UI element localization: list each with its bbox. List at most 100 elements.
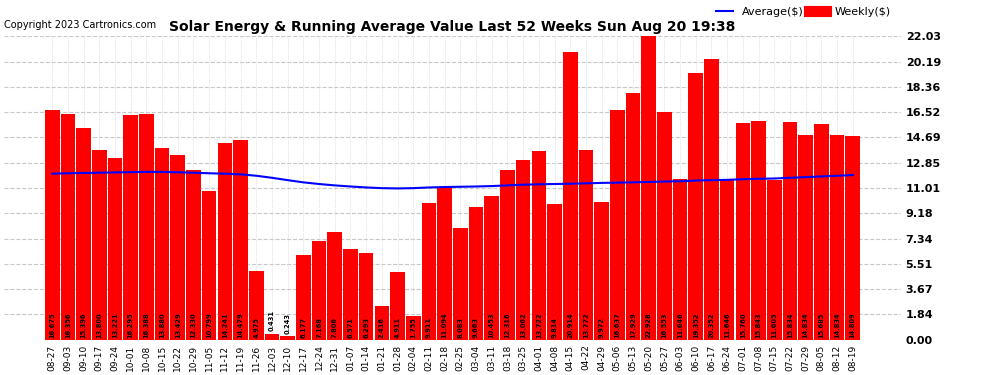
Bar xyxy=(736,123,750,340)
Bar xyxy=(154,148,169,340)
Bar xyxy=(688,73,703,340)
Text: 13.221: 13.221 xyxy=(112,312,118,338)
Text: 2.416: 2.416 xyxy=(379,316,385,338)
Text: 17.929: 17.929 xyxy=(630,312,636,338)
Text: 6.293: 6.293 xyxy=(363,316,369,338)
Text: 13.429: 13.429 xyxy=(175,312,181,338)
Bar xyxy=(642,24,656,340)
Text: 4.975: 4.975 xyxy=(253,317,259,338)
Text: 15.760: 15.760 xyxy=(740,312,745,338)
Text: 15.685: 15.685 xyxy=(819,312,825,338)
Bar xyxy=(500,170,515,340)
Text: 14.241: 14.241 xyxy=(222,312,228,338)
Bar xyxy=(186,170,201,340)
Text: 20.914: 20.914 xyxy=(567,312,573,338)
Bar xyxy=(594,202,609,340)
Text: 0.431: 0.431 xyxy=(269,310,275,331)
Text: 10.799: 10.799 xyxy=(206,312,212,338)
Bar xyxy=(312,241,327,340)
Legend: Average($), Weekly($): Average($), Weekly($) xyxy=(712,2,895,21)
Bar xyxy=(453,228,467,340)
Bar xyxy=(830,135,844,340)
Bar xyxy=(170,154,185,340)
Text: 11.605: 11.605 xyxy=(771,312,777,338)
Text: 15.396: 15.396 xyxy=(80,312,86,338)
Bar xyxy=(92,150,107,340)
Text: 16.637: 16.637 xyxy=(615,312,621,338)
Text: 19.352: 19.352 xyxy=(693,312,699,338)
Bar xyxy=(374,306,389,340)
Bar xyxy=(783,122,797,340)
Text: 16.295: 16.295 xyxy=(128,312,134,338)
Text: 9.663: 9.663 xyxy=(473,316,479,338)
Bar xyxy=(45,110,59,340)
Bar xyxy=(484,196,499,340)
Text: 6.177: 6.177 xyxy=(300,316,306,338)
Bar xyxy=(610,111,625,340)
Text: 14.479: 14.479 xyxy=(238,312,244,338)
Text: 11.646: 11.646 xyxy=(677,312,683,338)
Text: 16.553: 16.553 xyxy=(661,312,667,338)
Bar xyxy=(798,135,813,340)
Bar xyxy=(704,59,719,340)
Bar xyxy=(248,271,263,340)
Bar xyxy=(328,232,343,340)
Title: Solar Energy & Running Average Value Last 52 Weeks Sun Aug 20 19:38: Solar Energy & Running Average Value Las… xyxy=(169,20,736,34)
Text: 11.094: 11.094 xyxy=(442,312,447,338)
Bar xyxy=(720,179,735,340)
Bar xyxy=(358,253,373,340)
Bar xyxy=(547,204,561,340)
Text: 6.571: 6.571 xyxy=(347,317,353,338)
Bar xyxy=(218,144,233,340)
Text: 7.168: 7.168 xyxy=(316,316,322,338)
Bar xyxy=(532,151,546,340)
Text: 9.972: 9.972 xyxy=(599,316,605,338)
Bar xyxy=(234,140,248,340)
Text: 7.806: 7.806 xyxy=(332,316,338,338)
Text: 8.083: 8.083 xyxy=(457,316,463,338)
Text: 9.911: 9.911 xyxy=(426,316,432,338)
Bar xyxy=(814,124,829,340)
Text: 14.834: 14.834 xyxy=(803,312,809,338)
Bar xyxy=(344,249,357,340)
Text: 13.722: 13.722 xyxy=(536,312,542,338)
Bar xyxy=(578,150,593,340)
Bar xyxy=(468,207,483,340)
Bar xyxy=(108,158,123,340)
Text: Copyright 2023 Cartronics.com: Copyright 2023 Cartronics.com xyxy=(4,20,156,30)
Bar xyxy=(202,191,217,340)
Bar xyxy=(563,51,577,340)
Text: 12.316: 12.316 xyxy=(505,312,511,338)
Bar xyxy=(280,336,295,340)
Text: 16.675: 16.675 xyxy=(50,312,55,338)
Text: 14.834: 14.834 xyxy=(834,312,841,338)
Text: 20.352: 20.352 xyxy=(709,312,715,338)
Bar xyxy=(140,114,153,340)
Bar xyxy=(657,112,671,340)
Text: 15.843: 15.843 xyxy=(755,312,761,338)
Text: 15.834: 15.834 xyxy=(787,312,793,338)
Text: 13.800: 13.800 xyxy=(96,312,102,338)
Bar xyxy=(516,160,531,340)
Text: 4.911: 4.911 xyxy=(395,316,401,338)
Text: 13.062: 13.062 xyxy=(520,312,526,338)
Bar xyxy=(76,128,91,340)
Text: 16.356: 16.356 xyxy=(65,312,71,338)
Bar xyxy=(296,255,311,340)
Bar xyxy=(845,136,860,340)
Text: 13.772: 13.772 xyxy=(583,312,589,338)
Bar xyxy=(264,334,279,340)
Bar xyxy=(673,179,687,340)
Bar xyxy=(626,93,641,340)
Text: 10.453: 10.453 xyxy=(489,312,495,338)
Text: 12.330: 12.330 xyxy=(190,312,196,338)
Text: 16.388: 16.388 xyxy=(144,312,149,338)
Bar xyxy=(124,115,138,340)
Bar xyxy=(406,315,421,340)
Bar xyxy=(438,187,451,340)
Text: 13.880: 13.880 xyxy=(159,312,165,338)
Text: 14.809: 14.809 xyxy=(849,312,855,338)
Bar xyxy=(422,203,437,340)
Text: 0.243: 0.243 xyxy=(285,313,291,334)
Bar xyxy=(751,122,766,340)
